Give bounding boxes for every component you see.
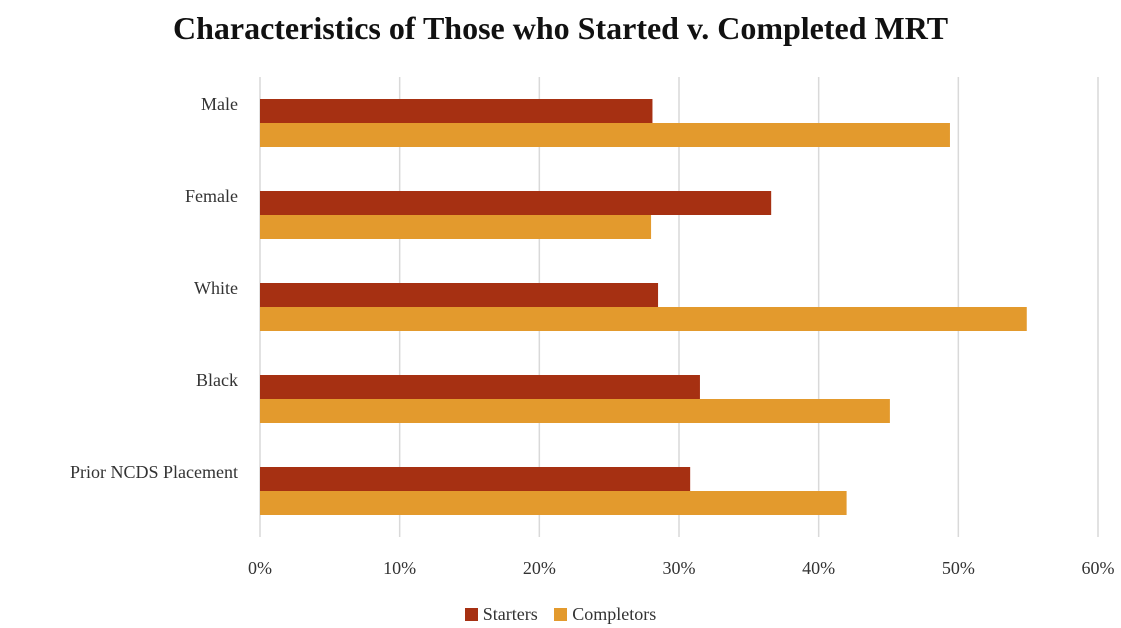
legend-label-completors: Completors [572,604,657,624]
category-label: Black [196,370,238,390]
legend-swatch-completors [554,608,568,621]
category-label: Prior NCDS Placement [70,462,238,482]
bar-completors [260,399,890,423]
bar-starters [260,283,659,307]
bars [260,99,1027,515]
bar-starters [260,375,700,399]
legend-item-starters: Starters [464,604,538,625]
bar-starters [260,467,691,491]
bar-completors [260,491,847,515]
category-labels: Male Female White Black Prior NCDS Placement [70,94,238,482]
legend-swatch-starters [464,608,478,621]
x-tick-label: 0% [248,558,272,578]
bar-starters [260,99,653,123]
x-tick-label: 10% [383,558,416,578]
chart-title: Characteristics of Those who Started v. … [172,10,949,46]
legend-label-starters: Starters [482,604,538,624]
category-label: Female [185,186,238,206]
x-tick-label: 20% [523,558,556,578]
category-label: White [194,278,238,298]
category-label: Male [201,94,238,114]
bar-starters [260,191,772,215]
x-tick-label: 40% [802,558,835,578]
x-tick-label: 30% [663,558,696,578]
x-tick-label: 60% [1082,558,1115,578]
bar-completors [260,307,1027,331]
bar-completors [260,123,950,147]
legend-item-completors: Completors [554,604,656,625]
x-tick-label: 50% [942,558,975,578]
bar-chart: Male Female White Black Prior NCDS Placement… [70,77,1115,578]
legend: Starters Completors [0,604,1121,625]
bar-completors [260,215,652,239]
x-tick-labels: 0% 10% 20% 30% 40% 50% 60% [248,558,1115,578]
